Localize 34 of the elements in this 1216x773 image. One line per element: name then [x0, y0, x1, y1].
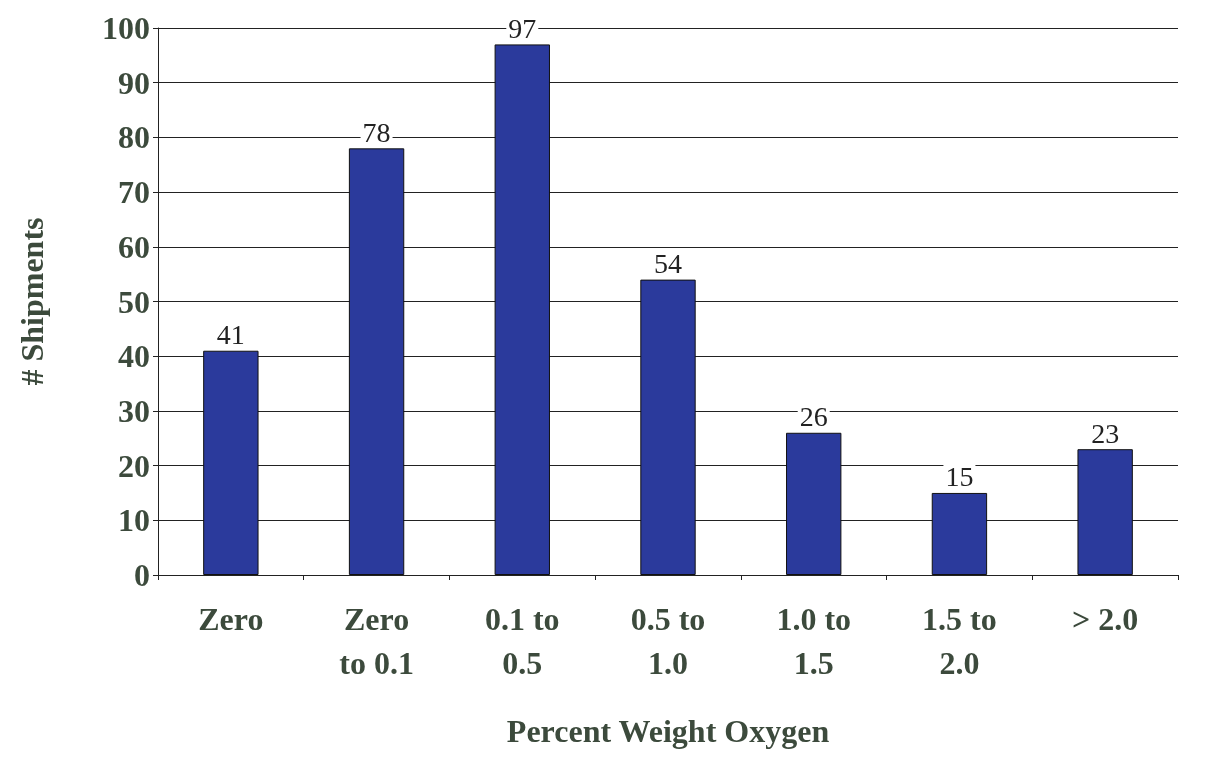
bar — [931, 492, 988, 575]
data-label: 78 — [362, 116, 391, 148]
y-tick-label: 40 — [118, 338, 150, 375]
y-tick-label: 100 — [102, 10, 150, 46]
x-tick-label: 1.5 to 2.0 — [922, 601, 997, 681]
data-label: 54 — [654, 248, 682, 280]
bar — [1077, 449, 1133, 575]
x-tick-label: 0.5 to 1.0 — [630, 601, 706, 681]
y-tick-label: 90 — [118, 64, 150, 101]
x-tick-label: Zero to 0.1 — [339, 601, 414, 681]
data-label: 97 — [508, 12, 537, 44]
y-tick-label: 50 — [118, 283, 150, 320]
x-tick-label: Zero — [198, 601, 264, 637]
y-tick-label: 10 — [118, 502, 150, 539]
bar — [203, 350, 259, 575]
y-tick-label: 30 — [118, 392, 150, 429]
x-tick-label: 1.0 to 1.5 — [776, 601, 852, 681]
x-tick-label: > 2.0 — [1072, 601, 1139, 637]
y-tick-label: 60 — [118, 228, 150, 265]
bar — [786, 432, 842, 575]
y-axis-title: # Shipments — [14, 217, 50, 386]
y-tick-label: 20 — [118, 447, 150, 484]
bar — [494, 44, 550, 575]
x-tick-label: 0.1 to 0.5 — [484, 601, 560, 681]
bar — [640, 279, 696, 575]
data-label: 41 — [216, 319, 245, 351]
y-tick-label: 0 — [134, 557, 150, 593]
y-tick-label: 80 — [118, 119, 150, 156]
data-label: 26 — [799, 401, 828, 433]
data-label: 23 — [1091, 417, 1120, 449]
bar — [348, 148, 405, 575]
x-axis-title: Percent Weight Oxygen — [506, 713, 830, 749]
data-label: 15 — [945, 461, 974, 493]
y-tick-label: 70 — [118, 174, 150, 211]
